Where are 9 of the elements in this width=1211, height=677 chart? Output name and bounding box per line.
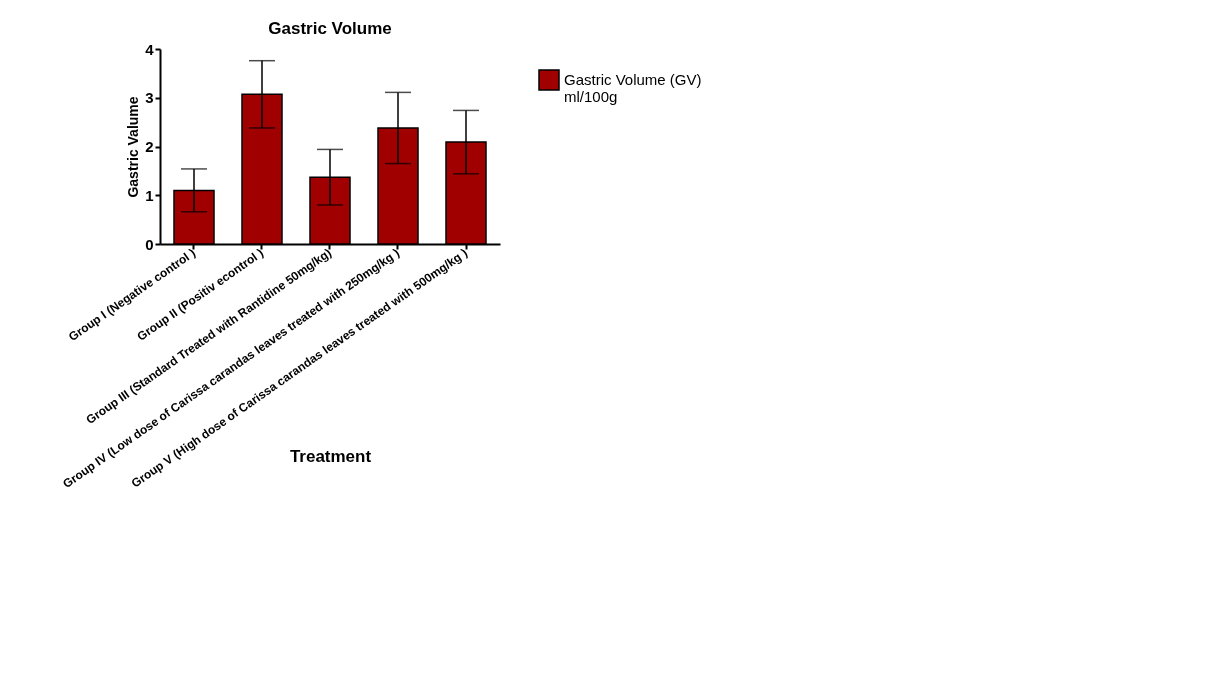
y-axis-title: Gastric Valume xyxy=(125,96,142,198)
chart-title: Gastric Volume xyxy=(268,19,392,38)
x-axis-title: Treatment xyxy=(289,446,372,466)
legend-label: Gastric Volume (GV) ml/100g xyxy=(564,71,702,105)
y-tick-label: 2 xyxy=(145,138,154,155)
y-tick-label: 4 xyxy=(145,40,155,58)
y-tick-label: 0 xyxy=(145,235,154,253)
y-tick-label: 3 xyxy=(145,89,154,107)
y-tick-label: 1 xyxy=(145,186,154,204)
